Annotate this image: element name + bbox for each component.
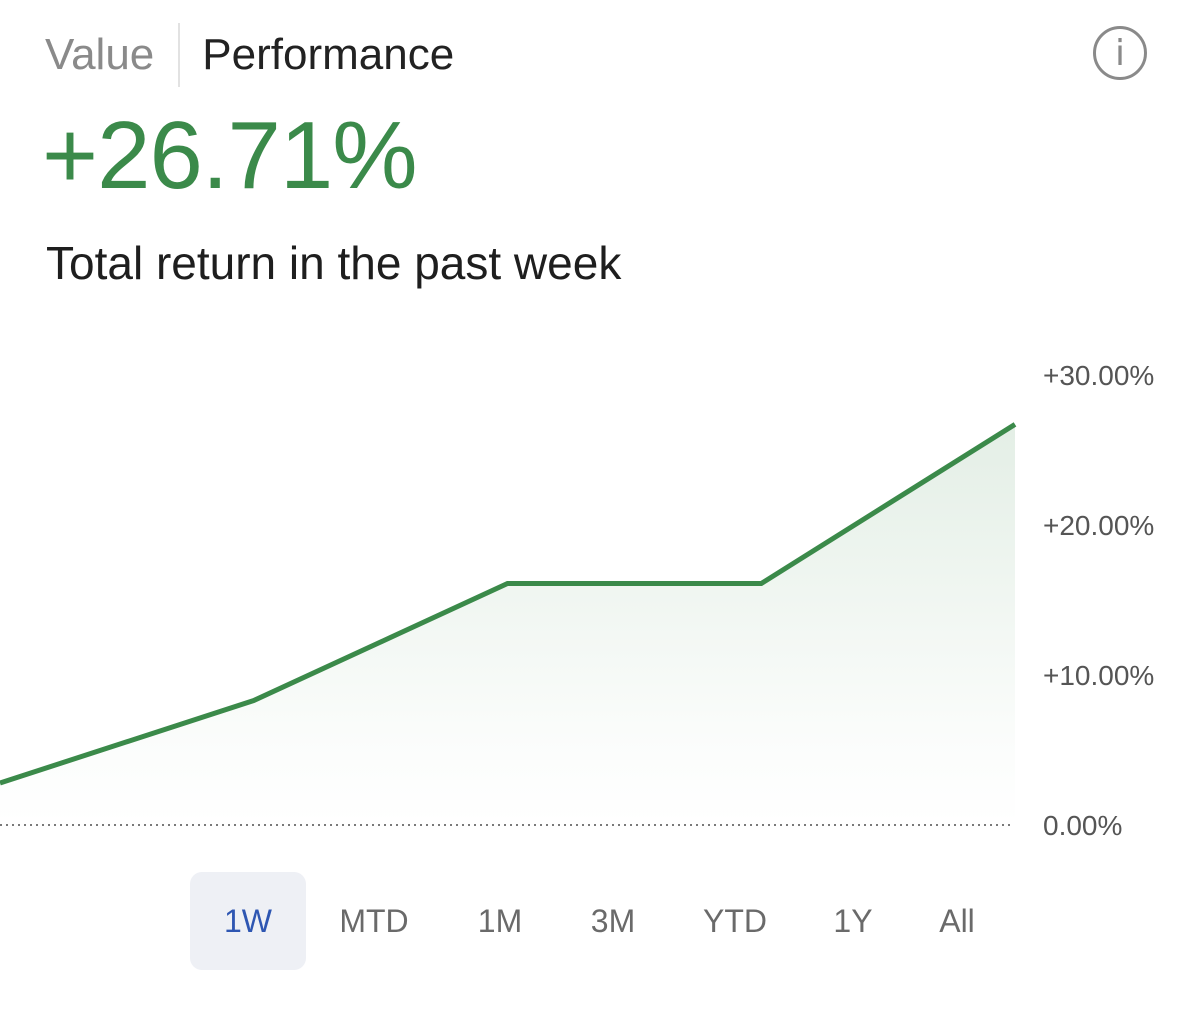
range-option-3m[interactable]: 3M <box>590 902 636 939</box>
total-return-description: Total return in the past week <box>46 237 622 289</box>
tab-value[interactable]: Value <box>45 30 155 79</box>
tab-performance[interactable]: Performance <box>202 30 455 79</box>
performance-chart: 0.00% +10.00% +20.00% +30.00% <box>0 360 1154 841</box>
total-return-value: +26.71% <box>42 102 418 209</box>
range-option-ytd[interactable]: YTD <box>703 902 767 939</box>
y-tick-label: +10.00% <box>1043 660 1154 691</box>
range-option-all[interactable]: All <box>939 902 975 939</box>
info-circle-icon[interactable]: i <box>1093 26 1147 80</box>
range-option-1y[interactable]: 1Y <box>833 902 873 939</box>
y-tick-label: 0.00% <box>1043 810 1122 841</box>
range-option-1w[interactable]: 1W <box>190 872 306 970</box>
range-option-1m[interactable]: 1M <box>477 902 523 939</box>
y-tick-label: +20.00% <box>1043 510 1154 541</box>
time-range-selector: 1W MTD 1M 3M YTD 1Y All <box>190 872 1010 970</box>
view-tabs: Value Performance <box>45 22 454 88</box>
y-tick-label: +30.00% <box>1043 360 1154 391</box>
tab-divider <box>178 23 181 87</box>
chart-series-line <box>0 422 1017 786</box>
range-option-mtd[interactable]: MTD <box>339 902 409 939</box>
chart-area-fill <box>0 424 1015 825</box>
